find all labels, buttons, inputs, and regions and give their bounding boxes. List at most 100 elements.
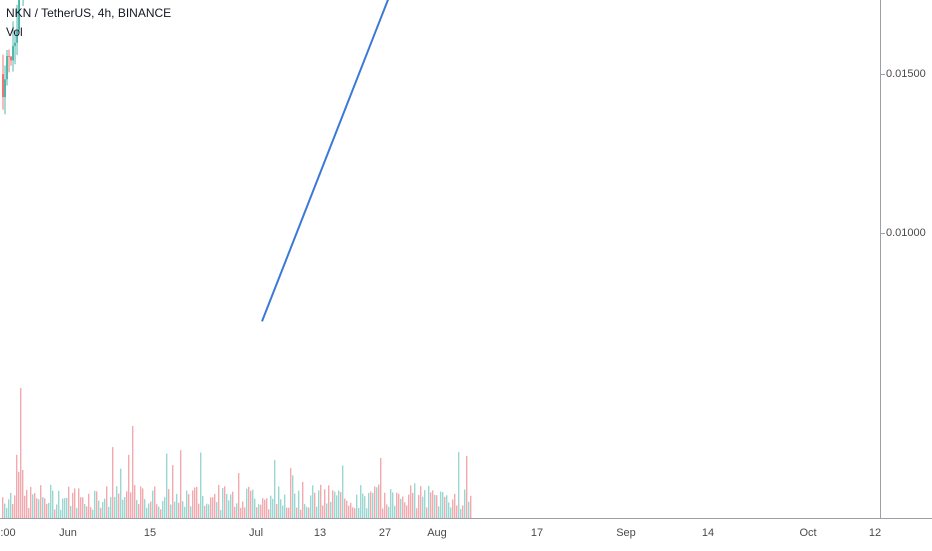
candle-body (6, 55, 8, 80)
volume-bar (186, 490, 188, 518)
volume-bar (228, 500, 230, 518)
volume-bar (348, 505, 350, 518)
time-tick-label: Sep (616, 527, 636, 539)
volume-bar (40, 485, 42, 518)
volume-bar (194, 487, 196, 518)
volume-bar (396, 492, 398, 518)
candle-body (12, 45, 14, 61)
chart-area[interactable]: NKN / TetherUS, 4h, BINANCE Vol (0, 0, 880, 518)
volume-bar (314, 492, 316, 518)
volume-bar (440, 491, 442, 518)
volume-bar (394, 505, 396, 518)
volume-bar (222, 487, 224, 518)
volume-bar (10, 492, 12, 518)
volume-bar (366, 508, 368, 518)
volume-bar (416, 508, 418, 518)
volume-bar (258, 504, 260, 518)
volume-bar (318, 490, 320, 518)
volume-bar (88, 493, 90, 518)
volume-bar (240, 507, 242, 518)
trend-line-rising (261, 0, 389, 322)
volume-bar (16, 454, 18, 518)
volume-bar (158, 506, 160, 518)
time-scale[interactable]: :00 Jun 15 Jul 13 27 Aug 17 Sep 14 Oct 12 (0, 518, 932, 551)
volume-bar (114, 497, 116, 518)
volume-bar (256, 507, 258, 518)
volume-bar (390, 489, 392, 518)
volume-bar (8, 499, 10, 518)
volume-bar (90, 507, 92, 518)
volume-bar (32, 494, 34, 518)
volume-bar (456, 505, 458, 518)
volume-bar (52, 490, 54, 518)
volume-bar (74, 488, 76, 518)
volume-bar (58, 490, 60, 518)
volume-bar (124, 496, 126, 518)
volume-bar (384, 492, 386, 518)
volume-bar (392, 492, 394, 518)
volume-bar (122, 499, 124, 518)
volume-bar (4, 503, 6, 518)
volume-bar (358, 507, 360, 518)
volume-bar (462, 505, 464, 518)
price-scale[interactable]: 0.040000.035000.030000.020000.015000.010… (880, 0, 932, 518)
volume-bar (328, 485, 330, 518)
volume-bar (254, 498, 256, 518)
volume-bar (466, 455, 468, 518)
volume-bar (250, 490, 252, 518)
volume-bar (102, 502, 104, 518)
volume-bar (192, 490, 194, 518)
time-tick-label: Jul (248, 527, 264, 539)
volume-bar (100, 507, 102, 518)
volume-bar (310, 495, 312, 518)
volume-bar (72, 492, 74, 518)
volume-bar (44, 498, 46, 518)
price-chart[interactable] (0, 0, 880, 518)
volume-bar (334, 491, 336, 518)
volume-bar (282, 505, 284, 518)
volume-bar (98, 500, 100, 518)
volume-bar (128, 454, 130, 518)
volume-bar (54, 509, 56, 518)
volume-bar (170, 504, 172, 518)
volume-bar (300, 509, 302, 518)
volume-bar (150, 501, 152, 518)
volume-bar (260, 504, 262, 518)
volume-bar (244, 507, 246, 518)
volume-bar (428, 485, 430, 518)
volume-bar (386, 504, 388, 518)
volume-bar (208, 504, 210, 518)
volume-bar (84, 504, 86, 518)
volume-bar (210, 497, 212, 518)
volume-bar (146, 507, 148, 518)
volume-bar (94, 490, 96, 518)
volume-bar (414, 483, 416, 518)
volume-bar (336, 495, 338, 518)
price-tick-label: 0.01500 (886, 68, 926, 81)
volume-bar (298, 490, 300, 518)
volume-bar (104, 498, 106, 518)
volume-bar (388, 506, 390, 518)
volume-bar (108, 506, 110, 518)
volume-bar (34, 493, 36, 518)
volume-label: Vol (6, 25, 23, 39)
volume-bar (220, 509, 222, 518)
volume-bar (288, 507, 290, 518)
volume-bar (470, 495, 472, 518)
volume-bar (268, 509, 270, 518)
volume-bar (66, 497, 68, 518)
volume-bar (2, 497, 4, 518)
volume-bar (112, 447, 114, 518)
volume-bar (424, 490, 426, 518)
volume-bar (236, 503, 238, 518)
volume-bar (160, 509, 162, 518)
volume-bar (408, 494, 410, 518)
volume-bar (174, 501, 176, 518)
volume-bar (38, 499, 40, 518)
volume-bar (110, 497, 112, 518)
volume-bar (96, 491, 98, 518)
volume-bar (368, 492, 370, 518)
volume-bar (342, 465, 344, 518)
volume-bar (378, 484, 380, 518)
volume-bar (226, 493, 228, 518)
